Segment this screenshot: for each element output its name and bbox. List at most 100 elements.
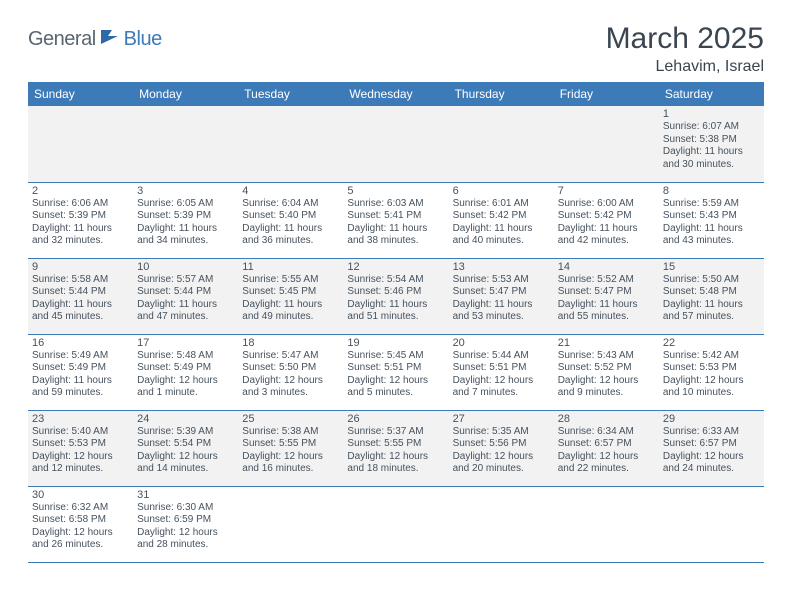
calendar-cell: 21Sunrise: 5:43 AMSunset: 5:52 PMDayligh…: [554, 334, 659, 410]
calendar-cell: 9Sunrise: 5:58 AMSunset: 5:44 PMDaylight…: [28, 258, 133, 334]
cell-daylight1: Daylight: 12 hours: [453, 451, 550, 464]
cell-sunset: Sunset: 5:42 PM: [453, 210, 550, 223]
calendar-cell: 24Sunrise: 5:39 AMSunset: 5:54 PMDayligh…: [133, 410, 238, 486]
calendar-cell: [659, 486, 764, 562]
calendar-cell: 23Sunrise: 5:40 AMSunset: 5:53 PMDayligh…: [28, 410, 133, 486]
cell-sunset: Sunset: 6:57 PM: [558, 438, 655, 451]
cell-daylight2: and 59 minutes.: [32, 387, 129, 400]
cell-daylight1: Daylight: 12 hours: [242, 375, 339, 388]
calendar-cell: 13Sunrise: 5:53 AMSunset: 5:47 PMDayligh…: [449, 258, 554, 334]
cell-daylight1: Daylight: 11 hours: [32, 299, 129, 312]
calendar-cell: [28, 106, 133, 182]
cell-sunrise: Sunrise: 5:44 AM: [453, 350, 550, 363]
day-number: 13: [453, 261, 550, 273]
cell-daylight2: and 28 minutes.: [137, 539, 234, 552]
day-number: 18: [242, 337, 339, 349]
cell-sunset: Sunset: 5:49 PM: [32, 362, 129, 375]
day-number: 15: [663, 261, 760, 273]
weekday-header-row: Sunday Monday Tuesday Wednesday Thursday…: [28, 82, 764, 106]
day-number: 19: [347, 337, 444, 349]
cell-daylight2: and 1 minute.: [137, 387, 234, 400]
cell-daylight2: and 3 minutes.: [242, 387, 339, 400]
cell-sunrise: Sunrise: 5:55 AM: [242, 274, 339, 287]
calendar-cell: 15Sunrise: 5:50 AMSunset: 5:48 PMDayligh…: [659, 258, 764, 334]
day-number: 20: [453, 337, 550, 349]
weekday-header: Friday: [554, 82, 659, 106]
calendar-cell: 26Sunrise: 5:37 AMSunset: 5:55 PMDayligh…: [343, 410, 448, 486]
cell-sunset: Sunset: 5:51 PM: [347, 362, 444, 375]
cell-sunrise: Sunrise: 6:34 AM: [558, 426, 655, 439]
cell-sunrise: Sunrise: 5:52 AM: [558, 274, 655, 287]
cell-sunset: Sunset: 5:50 PM: [242, 362, 339, 375]
cell-sunrise: Sunrise: 6:04 AM: [242, 198, 339, 211]
cell-sunset: Sunset: 5:43 PM: [663, 210, 760, 223]
weekday-header: Saturday: [659, 82, 764, 106]
cell-sunset: Sunset: 5:56 PM: [453, 438, 550, 451]
cell-daylight2: and 24 minutes.: [663, 463, 760, 476]
cell-daylight2: and 34 minutes.: [137, 235, 234, 248]
cell-daylight1: Daylight: 11 hours: [137, 299, 234, 312]
day-number: 5: [347, 185, 444, 197]
day-number: 16: [32, 337, 129, 349]
logo-text-blue: Blue: [124, 28, 162, 51]
calendar-cell: [238, 106, 343, 182]
day-number: 22: [663, 337, 760, 349]
calendar-cell: 4Sunrise: 6:04 AMSunset: 5:40 PMDaylight…: [238, 182, 343, 258]
cell-daylight2: and 43 minutes.: [663, 235, 760, 248]
cell-daylight1: Daylight: 11 hours: [242, 299, 339, 312]
cell-daylight1: Daylight: 11 hours: [347, 299, 444, 312]
cell-sunset: Sunset: 5:42 PM: [558, 210, 655, 223]
cell-sunset: Sunset: 6:58 PM: [32, 514, 129, 527]
cell-sunrise: Sunrise: 5:50 AM: [663, 274, 760, 287]
logo: General Blue: [28, 28, 162, 51]
calendar-row: 2Sunrise: 6:06 AMSunset: 5:39 PMDaylight…: [28, 182, 764, 258]
day-number: 27: [453, 413, 550, 425]
calendar-cell: [554, 106, 659, 182]
cell-sunset: Sunset: 5:52 PM: [558, 362, 655, 375]
cell-sunrise: Sunrise: 5:45 AM: [347, 350, 444, 363]
cell-sunset: Sunset: 5:51 PM: [453, 362, 550, 375]
cell-daylight1: Daylight: 11 hours: [242, 223, 339, 236]
cell-sunset: Sunset: 5:48 PM: [663, 286, 760, 299]
calendar-row: 30Sunrise: 6:32 AMSunset: 6:58 PMDayligh…: [28, 486, 764, 562]
cell-sunset: Sunset: 5:47 PM: [453, 286, 550, 299]
cell-daylight1: Daylight: 11 hours: [453, 299, 550, 312]
cell-daylight1: Daylight: 11 hours: [347, 223, 444, 236]
cell-daylight1: Daylight: 11 hours: [663, 223, 760, 236]
calendar-cell: [449, 106, 554, 182]
cell-sunrise: Sunrise: 6:07 AM: [663, 121, 760, 134]
cell-daylight2: and 7 minutes.: [453, 387, 550, 400]
calendar-cell: 28Sunrise: 6:34 AMSunset: 6:57 PMDayligh…: [554, 410, 659, 486]
day-number: 7: [558, 185, 655, 197]
calendar-cell: [133, 106, 238, 182]
cell-daylight2: and 45 minutes.: [32, 311, 129, 324]
calendar-cell: 27Sunrise: 5:35 AMSunset: 5:56 PMDayligh…: [449, 410, 554, 486]
calendar-cell: 14Sunrise: 5:52 AMSunset: 5:47 PMDayligh…: [554, 258, 659, 334]
cell-daylight2: and 14 minutes.: [137, 463, 234, 476]
cell-daylight1: Daylight: 12 hours: [242, 451, 339, 464]
day-number: 4: [242, 185, 339, 197]
cell-daylight2: and 22 minutes.: [558, 463, 655, 476]
cell-daylight2: and 16 minutes.: [242, 463, 339, 476]
calendar-cell: [238, 486, 343, 562]
day-number: 3: [137, 185, 234, 197]
cell-daylight1: Daylight: 12 hours: [453, 375, 550, 388]
day-number: 2: [32, 185, 129, 197]
weekday-header: Wednesday: [343, 82, 448, 106]
cell-sunrise: Sunrise: 6:30 AM: [137, 502, 234, 515]
day-number: 9: [32, 261, 129, 273]
cell-sunset: Sunset: 5:54 PM: [137, 438, 234, 451]
day-number: 8: [663, 185, 760, 197]
cell-daylight1: Daylight: 11 hours: [32, 223, 129, 236]
cell-sunset: Sunset: 5:39 PM: [32, 210, 129, 223]
cell-daylight1: Daylight: 11 hours: [663, 299, 760, 312]
cell-daylight2: and 40 minutes.: [453, 235, 550, 248]
cell-daylight2: and 53 minutes.: [453, 311, 550, 324]
calendar-cell: 12Sunrise: 5:54 AMSunset: 5:46 PMDayligh…: [343, 258, 448, 334]
calendar-cell: 7Sunrise: 6:00 AMSunset: 5:42 PMDaylight…: [554, 182, 659, 258]
cell-daylight2: and 30 minutes.: [663, 159, 760, 172]
calendar-cell: 17Sunrise: 5:48 AMSunset: 5:49 PMDayligh…: [133, 334, 238, 410]
cell-daylight1: Daylight: 12 hours: [347, 451, 444, 464]
cell-sunset: Sunset: 5:45 PM: [242, 286, 339, 299]
cell-sunrise: Sunrise: 5:39 AM: [137, 426, 234, 439]
